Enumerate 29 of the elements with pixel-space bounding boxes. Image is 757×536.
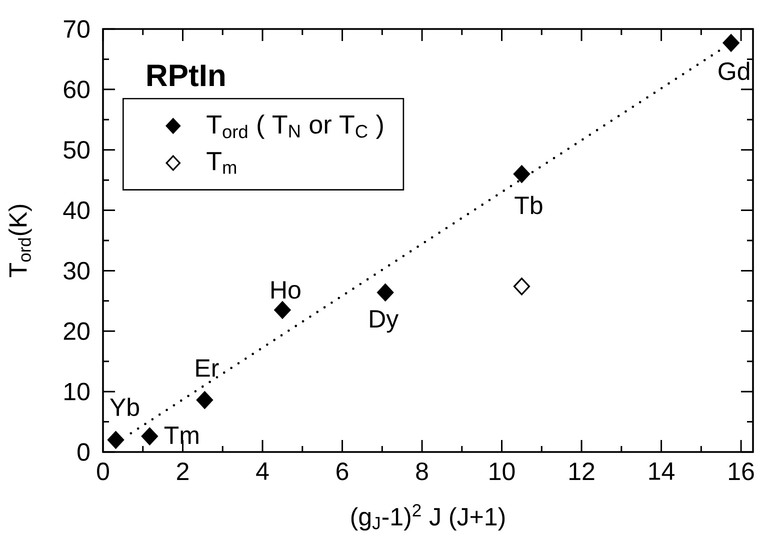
x-tick-label: 10 bbox=[490, 462, 515, 480]
x-axis-title: (g$_{J}$-1)$^{2}$ J (J+1) bbox=[351, 504, 505, 531]
y-tick-label: 50 bbox=[64, 141, 90, 159]
annotation: Tm bbox=[164, 426, 198, 444]
annotation: Dy bbox=[370, 310, 399, 333]
y-tick-label: 60 bbox=[64, 80, 90, 98]
annotation: Tb bbox=[514, 196, 542, 214]
y-tick-label: 0 bbox=[78, 443, 90, 461]
annotation: Ho bbox=[272, 281, 300, 299]
x-tick-label: 4 bbox=[256, 462, 269, 480]
x-tick-label: 14 bbox=[649, 462, 674, 480]
legend-label: T$_{ord}$ ( T$_{N}$ or T$_{C}$ ) bbox=[206, 114, 383, 139]
x-tick-label: 8 bbox=[416, 462, 428, 480]
annotation: Gd bbox=[718, 62, 750, 80]
y-tick-label: 70 bbox=[64, 20, 90, 38]
text: RPtIn bbox=[148, 64, 224, 86]
x-tick-label: 0 bbox=[97, 462, 109, 480]
annotation: Er bbox=[196, 359, 219, 377]
x-tick-label: 6 bbox=[336, 462, 348, 480]
y-tick-label: 20 bbox=[64, 322, 90, 340]
x-tick-label: 2 bbox=[177, 462, 188, 480]
x-tick-label: 16 bbox=[729, 462, 754, 480]
y-tick-label: 30 bbox=[64, 262, 90, 280]
y-tick-label: 40 bbox=[63, 201, 90, 220]
y-axis-title: T$_{ord}$(K) bbox=[8, 204, 32, 278]
legend-label: T$_{m}$ bbox=[206, 152, 236, 174]
y-tick-label: 10 bbox=[64, 382, 90, 400]
x-tick-label: 12 bbox=[570, 462, 594, 480]
annotation: Yb bbox=[110, 398, 140, 416]
